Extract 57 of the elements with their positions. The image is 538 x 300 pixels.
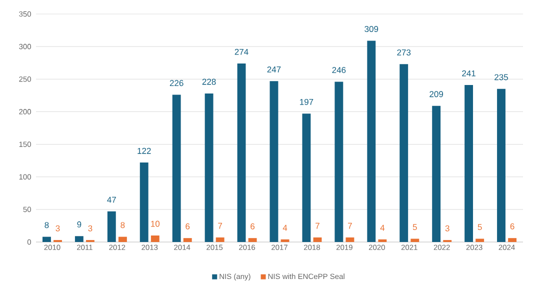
data-label: 47	[107, 196, 116, 203]
data-label: 197	[300, 98, 314, 105]
bar	[204, 93, 214, 242]
bar	[118, 236, 127, 242]
data-label: 122	[138, 148, 151, 154]
bar	[280, 239, 290, 242]
data-label: 6	[510, 223, 514, 230]
data-label: 241	[462, 70, 476, 76]
bar	[140, 162, 148, 242]
bar	[313, 237, 322, 242]
bar	[150, 235, 160, 242]
bar	[432, 106, 441, 242]
bar	[172, 94, 181, 242]
data-label: 309	[364, 26, 378, 32]
data-label: 5	[412, 224, 417, 230]
bar	[508, 238, 517, 242]
bar	[464, 85, 474, 242]
data-label: 209	[430, 91, 444, 98]
data-label: 246	[332, 67, 346, 74]
data-label: 8	[120, 222, 125, 228]
data-label: 10	[151, 220, 160, 227]
data-label: 5	[478, 224, 482, 230]
data-label: 8	[44, 222, 49, 228]
data-label: 7	[218, 222, 222, 229]
bar	[74, 236, 84, 242]
data-label: 6	[186, 223, 190, 230]
data-label: 235	[494, 74, 508, 80]
bar	[378, 239, 387, 242]
data-label: 247	[267, 66, 281, 72]
data-label: 4	[282, 224, 288, 231]
data-label: 273	[397, 49, 411, 56]
data-label: 6	[250, 223, 255, 230]
bar	[248, 238, 257, 242]
bar	[183, 238, 192, 242]
data-label: 228	[202, 78, 216, 85]
bar	[410, 238, 420, 242]
data-label: 9	[77, 221, 82, 228]
data-label: 3	[56, 225, 60, 232]
bar	[216, 237, 224, 242]
bar	[497, 88, 506, 242]
data-label: 3	[445, 225, 450, 232]
bar	[42, 236, 51, 242]
bar	[237, 64, 246, 242]
data-label: 4	[380, 224, 385, 231]
data-label: 7	[348, 222, 352, 229]
bar	[400, 64, 408, 242]
bar	[107, 211, 116, 242]
data-label: 3	[88, 225, 92, 232]
bar	[346, 237, 354, 242]
data-label: 7	[316, 222, 320, 229]
bar	[334, 82, 344, 242]
bar	[270, 81, 278, 242]
bar	[302, 114, 311, 242]
data-label: 274	[234, 48, 248, 55]
bar	[476, 238, 484, 242]
data-label: 226	[170, 80, 184, 86]
bar	[367, 40, 376, 242]
